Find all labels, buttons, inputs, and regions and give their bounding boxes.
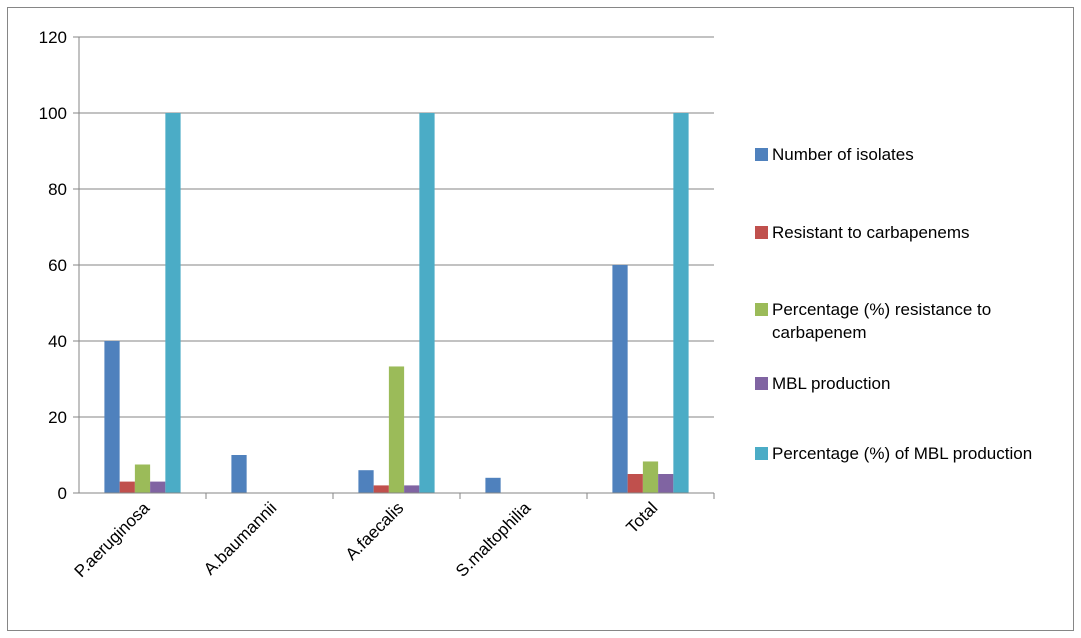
y-tick-label: 40	[48, 332, 67, 351]
legend-item: Percentage (%) resistance to carbapenem	[755, 298, 1072, 344]
bar	[134, 464, 151, 493]
x-tick-labels: P.aeruginosa A.baumannii A.faecalis S.malto…	[71, 498, 662, 581]
bar	[485, 477, 501, 493]
bar	[165, 113, 181, 493]
bar	[373, 485, 389, 493]
legend-swatch	[755, 226, 768, 239]
bar	[150, 481, 166, 493]
axes	[73, 36, 715, 499]
bar	[358, 470, 374, 493]
legend-item: Number of isolates	[755, 143, 1072, 166]
bars	[104, 113, 689, 493]
bar	[627, 474, 643, 493]
x-tick-label: A.faecalis	[342, 498, 408, 564]
x-tick-label: Total	[622, 498, 661, 537]
bar	[419, 113, 435, 493]
legend-label: Percentage (%) of MBL production	[772, 444, 1033, 463]
chart-frame	[7, 7, 1074, 631]
bar	[642, 461, 659, 493]
legend-label: Percentage (%) resistance to carbapenem	[772, 300, 992, 342]
legend-item: Resistant to carbapenems	[755, 221, 1072, 244]
bar	[231, 455, 247, 493]
y-tick-label: 60	[48, 256, 67, 275]
x-tick-label: P.aeruginosa	[71, 498, 154, 581]
gridlines	[79, 36, 714, 418]
y-tick-label: 120	[39, 28, 67, 47]
legend-label: Number of isolates	[772, 145, 914, 164]
bar	[404, 485, 420, 493]
y-tick-label: 0	[58, 484, 67, 503]
bar	[673, 113, 689, 493]
bar	[104, 341, 120, 493]
x-tick-label: S.maltophilia	[452, 498, 535, 581]
legend-swatch	[755, 148, 768, 161]
legend-item: Percentage (%) of MBL production	[755, 442, 1072, 465]
y-tick-label: 100	[39, 104, 67, 123]
y-tick-labels: 0 20 40 60 80 100 120	[39, 28, 67, 503]
legend-swatch	[755, 377, 768, 390]
bar	[388, 366, 405, 493]
y-tick-label: 20	[48, 408, 67, 427]
legend-swatch	[755, 303, 768, 316]
bar	[658, 474, 674, 493]
legend-swatch	[755, 447, 768, 460]
bar	[612, 265, 628, 493]
legend-label: Resistant to carbapenems	[772, 223, 970, 242]
legend-label: MBL production	[772, 374, 891, 393]
x-tick-label: A.baumannii	[200, 498, 280, 578]
legend-item: MBL production	[755, 372, 1072, 395]
y-tick-label: 80	[48, 180, 67, 199]
bar	[119, 481, 135, 493]
